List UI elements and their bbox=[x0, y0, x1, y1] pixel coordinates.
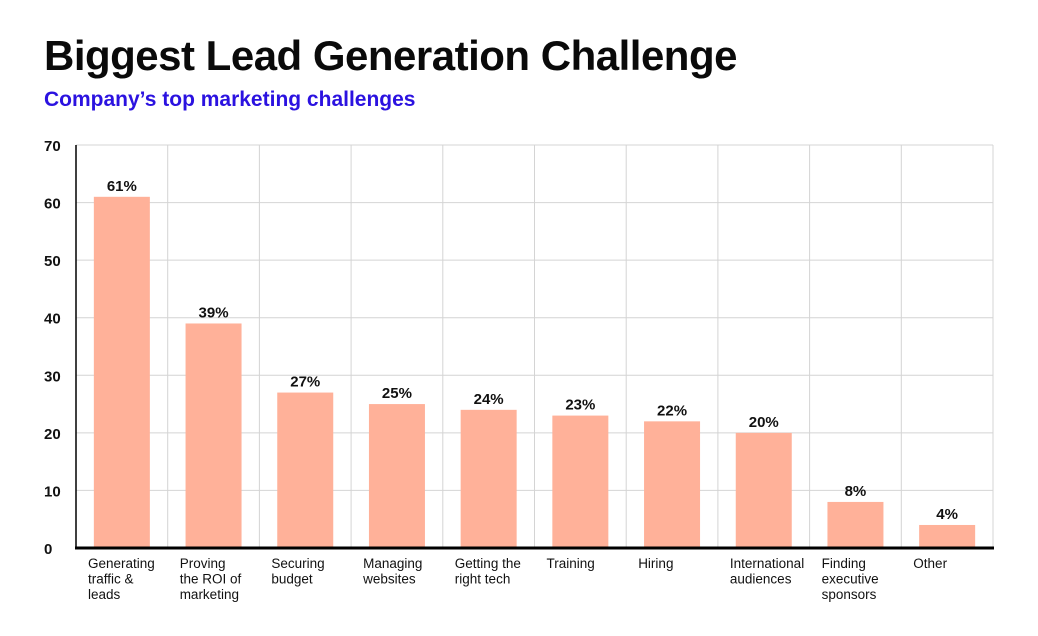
y-tick-label: 60 bbox=[44, 196, 61, 213]
data-label: 8% bbox=[845, 483, 867, 500]
y-tick-label: 70 bbox=[44, 138, 61, 155]
x-tick-label: Finding executive sponsors bbox=[822, 556, 879, 602]
axes bbox=[75, 145, 994, 550]
data-label: 24% bbox=[474, 391, 504, 408]
y-tick-label: 30 bbox=[44, 368, 61, 385]
chart-subtitle: Company’s top marketing challenges bbox=[44, 88, 416, 111]
bar bbox=[277, 392, 334, 548]
bar bbox=[735, 432, 792, 548]
y-tick-label: 40 bbox=[44, 311, 61, 328]
data-label: 23% bbox=[565, 397, 595, 414]
bar bbox=[552, 415, 609, 548]
data-label: 22% bbox=[657, 402, 687, 419]
data-label: 61% bbox=[107, 178, 137, 195]
bar bbox=[827, 501, 884, 548]
y-tick-label: 0 bbox=[44, 541, 52, 558]
x-tick-label: Hiring bbox=[638, 556, 673, 571]
x-tick-label: Proving the ROI of marketing bbox=[180, 556, 242, 602]
data-label: 4% bbox=[936, 506, 958, 523]
data-label: 25% bbox=[382, 385, 412, 402]
y-tick-label: 20 bbox=[44, 426, 61, 443]
x-tick-label: Generating traffic & leads bbox=[88, 556, 155, 602]
bar bbox=[368, 404, 425, 548]
bars bbox=[93, 196, 976, 549]
bar bbox=[185, 323, 242, 548]
x-tick-label: Getting the right tech bbox=[455, 556, 521, 587]
data-labels: 61% 39% 27% 25% 24% 23% 22% 20% 8% 4% bbox=[107, 178, 958, 523]
bar bbox=[644, 421, 701, 548]
x-tick-label: Training bbox=[547, 556, 595, 571]
x-tick-label: Managing websites bbox=[362, 556, 422, 587]
bar bbox=[919, 524, 976, 548]
x-tick-label: Other bbox=[913, 556, 947, 571]
x-axis-labels: Generating traffic & leads Proving the ROI o… bbox=[88, 556, 948, 602]
chart-title: Biggest Lead Generation Challenge bbox=[44, 32, 737, 79]
data-label: 27% bbox=[290, 374, 320, 391]
y-axis-ticks: 0 10 20 30 40 50 60 70 bbox=[44, 138, 61, 558]
data-label: 20% bbox=[749, 414, 779, 431]
x-tick-label: International audiences bbox=[730, 556, 804, 587]
bar bbox=[460, 409, 517, 548]
x-tick-label: Securing budget bbox=[271, 556, 324, 587]
data-label: 39% bbox=[199, 304, 229, 321]
y-tick-label: 10 bbox=[44, 483, 61, 500]
y-tick-label: 50 bbox=[44, 253, 61, 270]
bar bbox=[93, 196, 150, 549]
